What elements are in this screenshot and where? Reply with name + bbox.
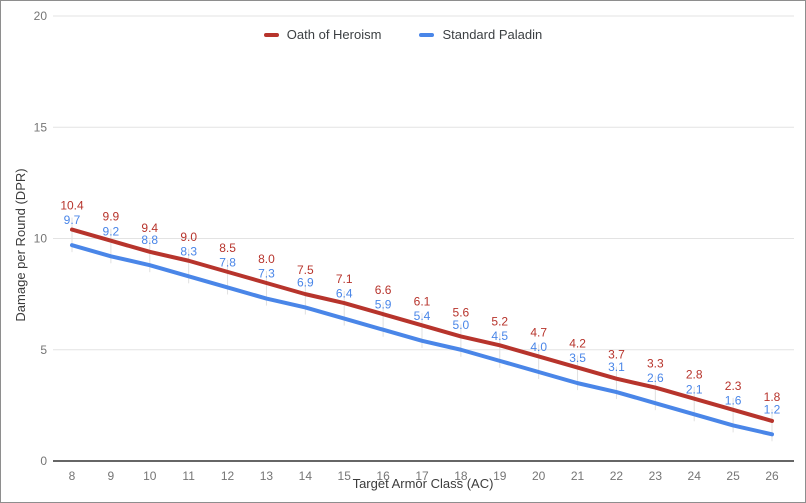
data-label-oath-of-heroism: 9.4: [141, 221, 158, 235]
data-label-standard-paladin: 1.2: [764, 402, 781, 416]
x-tick-label: 10: [143, 469, 157, 483]
series-line-standard-paladin[interactable]: [70, 243, 774, 437]
legend-label-oath-of-heroism: Oath of Heroism: [286, 27, 382, 42]
data-label-oath-of-heroism: 9.0: [180, 230, 197, 244]
data-label-standard-paladin: 6.9: [297, 275, 314, 289]
data-label-standard-paladin: 9.2: [103, 224, 120, 238]
x-tick-label: 26: [765, 469, 779, 483]
x-tick-label: 11: [182, 469, 195, 483]
y-tick-label: 15: [34, 120, 48, 134]
data-label-oath-of-heroism: 2.8: [686, 368, 703, 382]
y-tick-label: 20: [34, 9, 48, 23]
x-tick-label: 15: [338, 469, 352, 483]
data-label-standard-paladin: 7.3: [258, 267, 275, 281]
data-label-oath-of-heroism: 4.2: [569, 337, 586, 351]
data-labels: 10.49.7 9.99.2 9.48.8 9.08.3 8.57.8 8.07.3 7.5…: [60, 199, 780, 417]
data-label-standard-paladin: 3.5: [569, 351, 586, 365]
data-label-standard-paladin: 5.4: [414, 309, 431, 323]
y-axis-title: Damage per Round (DPR): [13, 168, 28, 321]
gridlines: [53, 15, 794, 462]
x-axis-title: Target Armor Class (AC): [353, 476, 494, 491]
data-label-oath-of-heroism: 4.7: [530, 325, 547, 339]
y-tick-label: 0: [40, 454, 47, 468]
x-tick-label: 20: [532, 469, 546, 483]
data-label-oath-of-heroism: 3.7: [608, 348, 625, 362]
legend-swatch-red: [263, 32, 279, 37]
data-label-oath-of-heroism: 5.6: [453, 305, 470, 319]
legend-label-standard-paladin: Standard Paladin: [442, 27, 543, 42]
data-label-oath-of-heroism: 7.5: [297, 263, 314, 277]
y-tick-label: 10: [34, 232, 48, 246]
x-tick-label: 19: [493, 469, 507, 483]
data-label-oath-of-heroism: 6.6: [375, 283, 392, 297]
data-label-oath-of-heroism: 8.0: [258, 252, 275, 266]
data-label-standard-paladin: 8.3: [180, 244, 197, 258]
x-tick-label: 24: [688, 469, 702, 483]
legend-item-standard-paladin[interactable]: Standard Paladin: [419, 27, 542, 42]
data-label-oath-of-heroism: 3.3: [647, 357, 664, 371]
data-label-oath-of-heroism: 8.5: [219, 241, 236, 255]
data-label-standard-paladin: 3.1: [608, 360, 625, 374]
series-lines: [70, 227, 774, 437]
x-tick-label: 22: [610, 469, 624, 483]
x-tick-label: 21: [571, 469, 585, 483]
data-label-standard-paladin: 8.8: [141, 233, 158, 247]
x-tick-label: 12: [221, 469, 235, 483]
data-label-standard-paladin: 2.6: [647, 371, 664, 385]
x-tick-label: 16: [376, 469, 390, 483]
data-label-standard-paladin: 4.5: [491, 329, 508, 343]
x-tick-label: 25: [726, 469, 740, 483]
data-label-oath-of-heroism: 7.1: [336, 272, 353, 286]
data-label-oath-of-heroism: 9.9: [103, 210, 120, 224]
data-label-standard-paladin: 4.0: [530, 340, 547, 354]
x-tick-label: 18: [454, 469, 468, 483]
data-label-oath-of-heroism: 10.4: [60, 199, 84, 213]
data-label-standard-paladin: 2.1: [686, 382, 703, 396]
x-tick-label: 13: [260, 469, 274, 483]
x-tick-label: 23: [649, 469, 663, 483]
data-label-oath-of-heroism: 2.3: [725, 379, 742, 393]
x-tick-label: 8: [69, 469, 76, 483]
data-label-standard-paladin: 9.7: [64, 213, 81, 227]
x-tick-label: 9: [108, 469, 115, 483]
axis-tick-labels: 0 5 10 15 20 8 9 10 11 12 13 14 15 16 17 18 19 20 21 22 23 24…: [34, 9, 779, 483]
data-label-standard-paladin: 5.0: [453, 318, 470, 332]
data-label-oath-of-heroism: 6.1: [414, 294, 431, 308]
x-tick-label: 14: [299, 469, 313, 483]
data-label-oath-of-heroism: 1.8: [764, 390, 781, 404]
chart-legend: Oath of Heroism Standard Paladin: [1, 27, 805, 42]
data-label-standard-paladin: 5.9: [375, 298, 392, 312]
legend-item-oath-of-heroism[interactable]: Oath of Heroism: [263, 27, 382, 42]
data-label-standard-paladin: 7.8: [219, 255, 236, 269]
data-label-standard-paladin: 1.6: [725, 393, 742, 407]
y-tick-label: 5: [40, 343, 47, 357]
x-tick-label: 17: [415, 469, 429, 483]
data-label-oath-of-heroism: 5.2: [491, 314, 508, 328]
series-line-oath-of-heroism[interactable]: [70, 227, 774, 423]
data-label-standard-paladin: 6.4: [336, 287, 353, 301]
legend-swatch-blue: [419, 32, 435, 37]
